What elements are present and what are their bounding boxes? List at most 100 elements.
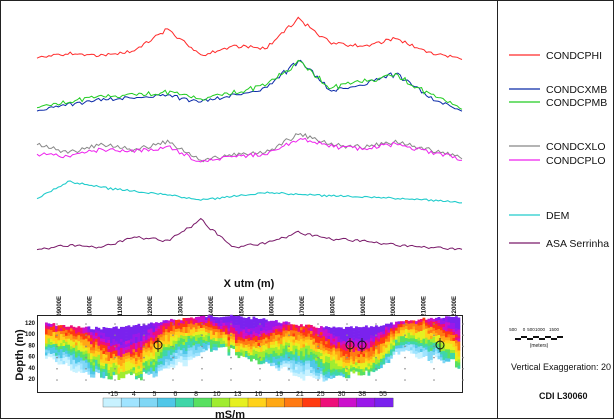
section-cell — [377, 353, 381, 357]
section-cell — [185, 330, 188, 334]
section-cell — [245, 351, 248, 355]
section-cell — [315, 327, 318, 331]
section-cell — [345, 332, 348, 337]
section-cell — [377, 359, 381, 363]
section-cell — [312, 362, 316, 366]
section-cell — [367, 357, 371, 361]
section-cell — [417, 334, 421, 338]
section-cell — [447, 337, 451, 341]
section-cell — [115, 365, 118, 369]
section-cell — [142, 350, 146, 354]
section-cell — [95, 362, 98, 367]
section-cell — [320, 365, 323, 369]
section-cell — [67, 344, 71, 348]
section-cell — [317, 346, 321, 350]
colorbar-swatch — [229, 397, 249, 408]
grid-dot — [317, 368, 319, 370]
section-cell — [372, 353, 376, 358]
section-cell — [265, 340, 268, 344]
section-cell — [410, 350, 413, 354]
section-cell — [175, 326, 178, 330]
section-cell — [217, 332, 221, 336]
section-cell — [192, 354, 196, 358]
section-cell — [342, 361, 346, 366]
section-cell — [357, 336, 361, 340]
section-cell — [427, 345, 431, 349]
section-cell — [232, 345, 236, 350]
section-cell — [70, 337, 73, 341]
section-cell — [355, 341, 358, 345]
section-cell — [55, 337, 58, 342]
section-cell — [332, 359, 336, 363]
section-cell — [145, 349, 148, 353]
section-cell — [117, 328, 121, 332]
section-cell — [160, 349, 163, 353]
section-cell — [110, 376, 113, 380]
grid-dot — [85, 345, 87, 348]
section-cell — [215, 317, 218, 321]
section-cell — [340, 372, 343, 376]
section-cell — [372, 368, 376, 373]
section-cell — [240, 316, 243, 320]
section-cell — [320, 368, 323, 372]
section-cell — [352, 370, 356, 374]
grid-dot — [172, 323, 174, 325]
section-cell — [397, 336, 401, 340]
section-cell — [175, 356, 178, 360]
section-cell — [377, 335, 381, 339]
section-cell — [152, 365, 156, 369]
section-cell — [390, 334, 393, 338]
section-cell — [47, 323, 51, 327]
section-cell — [455, 343, 458, 347]
section-cell — [220, 341, 223, 345]
section-cell — [110, 340, 113, 344]
section-cell — [110, 343, 113, 347]
section-cell — [242, 338, 246, 342]
section-cell — [457, 353, 461, 357]
section-cell — [302, 353, 306, 357]
grid-dot — [375, 323, 377, 325]
section-cell — [365, 361, 368, 365]
section-cell — [330, 327, 333, 331]
section-cell — [100, 332, 103, 336]
section-cell — [372, 338, 376, 343]
section-cell — [305, 327, 308, 331]
section-cell — [312, 335, 316, 339]
section-cell — [175, 344, 178, 348]
section-cell — [195, 344, 198, 348]
section-cell — [132, 361, 136, 365]
section-cell — [152, 353, 156, 357]
section-cell — [77, 332, 81, 336]
section-cell — [230, 323, 233, 328]
section-cell — [455, 355, 458, 359]
section-cell — [192, 318, 196, 322]
section-cell — [415, 327, 418, 331]
section-cell — [307, 357, 311, 361]
section-cell — [210, 333, 213, 337]
section-cell — [202, 342, 206, 347]
section-cell — [337, 333, 341, 337]
section-cell — [277, 349, 281, 353]
section-cell — [415, 330, 418, 334]
section-cell — [122, 347, 126, 352]
section-cell — [127, 358, 131, 362]
section-cell — [357, 366, 361, 370]
section-cell — [137, 374, 141, 379]
section-cell — [247, 322, 251, 327]
section-cell — [140, 362, 143, 366]
section-cell — [257, 325, 261, 329]
section-cell — [455, 361, 458, 365]
section-cell — [437, 317, 441, 321]
section-cell — [320, 353, 323, 357]
section-cell — [252, 319, 256, 323]
section-cell — [192, 339, 196, 343]
section-cell — [407, 344, 411, 349]
section-cell — [297, 370, 301, 375]
section-cell — [202, 330, 206, 335]
x-tick-labels: 209000E 210000E 211000E 212000E 213000E 21400… — [57, 296, 458, 320]
section-cell — [237, 315, 241, 320]
section-cell — [282, 339, 286, 343]
section-cell — [350, 344, 353, 348]
section-cell — [267, 324, 271, 328]
section-cell — [160, 343, 163, 347]
